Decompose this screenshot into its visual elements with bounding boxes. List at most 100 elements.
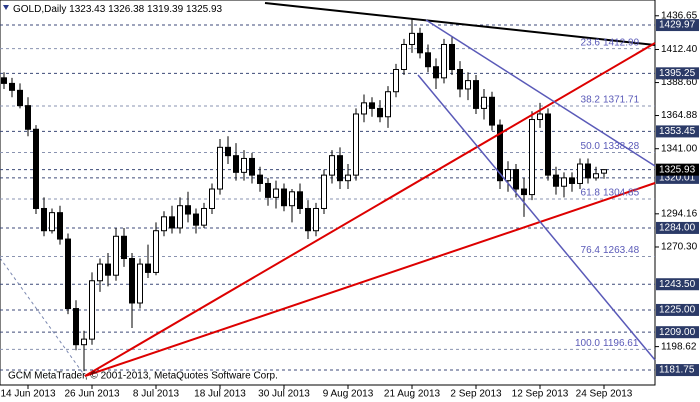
fibo-level: 38.2	[581, 95, 601, 106]
y-tick-label: 1198.62	[661, 341, 697, 352]
candle-body	[81, 338, 87, 346]
candle-body	[593, 173, 599, 179]
candle-body	[89, 280, 95, 340]
candle-body	[281, 188, 287, 207]
candle-body	[305, 207, 311, 232]
footer: GCM MetaTrader, © 2001-2013, MetaQuotes …	[8, 371, 278, 382]
candle-body	[105, 263, 111, 276]
trend-line	[425, 19, 656, 167]
level-box	[656, 278, 699, 291]
candle-body	[49, 212, 55, 232]
candle-body	[121, 235, 127, 260]
candle-body	[433, 66, 439, 79]
candle-body	[497, 124, 503, 182]
trend-line	[264, 2, 656, 46]
candle-body	[153, 230, 159, 273]
candle-body	[537, 113, 543, 121]
candle-body	[345, 174, 351, 182]
candle-body	[321, 174, 327, 209]
level-label: 1209.00	[659, 327, 696, 338]
candle-body	[265, 182, 271, 198]
candle-body	[521, 188, 527, 196]
chart-header: GOLD,Daily 1323.43 1326.38 1319.39 1325.…	[13, 4, 223, 15]
candle-body	[193, 213, 199, 226]
current-price-box	[656, 163, 699, 176]
candle-body	[217, 146, 223, 190]
fibo-value: 1338.28	[603, 141, 640, 152]
level-label: 1429.97	[659, 20, 696, 31]
high: 1326.38	[108, 4, 145, 15]
fibo-value: 1196.61	[603, 338, 639, 349]
candle-body	[513, 169, 519, 190]
level-box	[656, 125, 699, 138]
x-tick-label: 18 Jul 2013	[194, 389, 246, 400]
candle-body	[313, 207, 319, 232]
trend-line	[0, 257, 86, 377]
candle-body	[441, 43, 447, 79]
level-label: 1181.75	[659, 365, 695, 376]
candle-body	[337, 155, 343, 182]
y-tick-label: 1270.30	[661, 242, 698, 253]
candle-body	[361, 102, 367, 115]
candle-body	[145, 263, 151, 273]
candle-body	[241, 157, 247, 173]
x-tick-label: 30 Jul 2013	[258, 389, 310, 400]
candle-body	[17, 89, 23, 107]
candle-body	[185, 205, 191, 215]
x-tick-label: 12 Sep 2013	[512, 389, 569, 400]
candle-body	[129, 258, 135, 304]
candle-body	[553, 174, 559, 187]
candle-body	[457, 68, 463, 90]
x-tick-label: 2 Sep 2013	[450, 389, 502, 400]
candle-body	[505, 169, 511, 182]
fibo-value: 1371.71	[603, 95, 640, 106]
candle-body	[273, 188, 279, 198]
symbol: GOLD,Daily	[13, 4, 66, 15]
trend-line	[84, 42, 656, 377]
candle-body	[57, 212, 63, 240]
level-label: 1284.00	[659, 223, 696, 234]
y-tick-label: 1341.00	[661, 143, 698, 154]
candle-body	[585, 163, 591, 179]
candle-body	[561, 177, 567, 187]
candle-body	[113, 235, 119, 276]
level-label: 1243.50	[659, 279, 696, 290]
candle-body	[233, 155, 239, 173]
candle-body	[377, 107, 383, 118]
level-label: 1353.45	[659, 126, 696, 137]
candle-body	[73, 308, 79, 346]
x-tick-label: 14 Jun 2013	[0, 389, 55, 400]
candle-body	[601, 169, 607, 174]
level-label: 1395.25	[659, 68, 696, 79]
level-box	[656, 326, 699, 339]
trend-line	[84, 182, 656, 377]
fibo-level: 50.0	[581, 141, 601, 152]
candle-body	[353, 113, 359, 176]
y-tick-label: 1388.60	[661, 77, 698, 88]
candle-body	[569, 177, 575, 184]
candle-body	[33, 128, 39, 209]
candle-body	[401, 43, 407, 70]
candle-body	[25, 105, 31, 130]
candle-body	[41, 207, 47, 232]
candle-body	[297, 191, 303, 209]
header-icon	[3, 5, 9, 10]
fibo-value: 1304.85	[603, 188, 640, 199]
open: 1323.43	[69, 4, 106, 15]
candles	[1, 19, 607, 372]
level-label: 1225.00	[659, 305, 696, 316]
labels: 1436.65 1412.40 1388.60 1364.88 1341.00 1294.…	[0, 10, 699, 400]
low: 1319.39	[147, 4, 184, 15]
candle-body	[1, 77, 7, 84]
candle-body	[545, 113, 551, 176]
fibo-level: 100.0	[575, 338, 600, 349]
candle-body	[465, 80, 471, 90]
fibo-level: 61.8	[581, 188, 601, 199]
y-tick-label: 1364.88	[661, 110, 698, 121]
y-tick-label: 1294.16	[661, 208, 698, 219]
fibo-value: 1263.48	[603, 245, 640, 256]
candle-body	[97, 263, 103, 282]
levels	[0, 24, 655, 371]
fibo-value: 1412.99	[603, 37, 640, 48]
